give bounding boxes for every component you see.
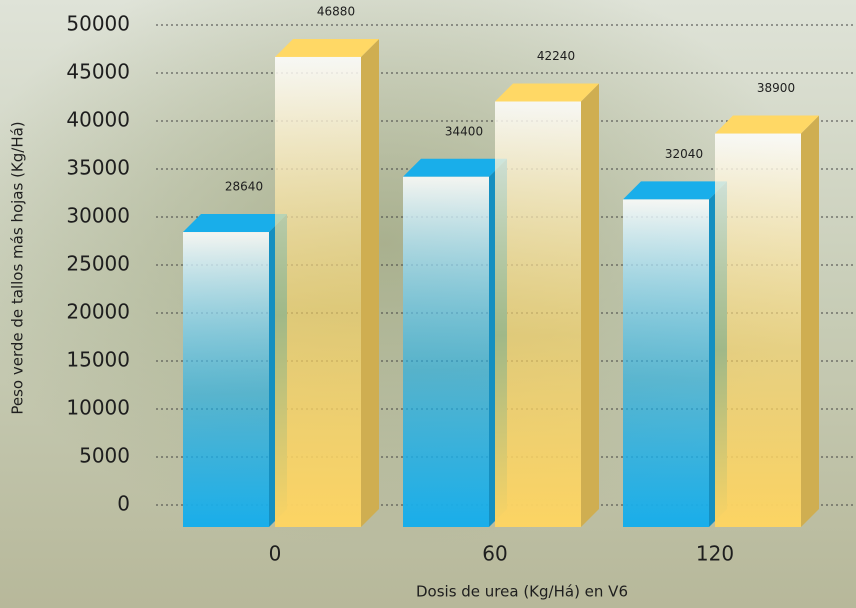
bar-side	[361, 38, 379, 528]
bar-top	[495, 83, 599, 102]
value-label: 34400	[445, 124, 483, 138]
bar	[623, 199, 709, 527]
bar-top	[715, 115, 819, 134]
bar-side	[801, 115, 819, 527]
bar	[183, 232, 269, 527]
y-tick-label: 25000	[66, 252, 130, 276]
y-tick-label: 15000	[66, 348, 130, 372]
y-axis-title: Peso verde de tallos más hojas (Kg/Há)	[9, 121, 27, 414]
bar	[715, 133, 801, 527]
y-tick-label: 10000	[66, 396, 130, 420]
bar	[495, 101, 581, 527]
bar	[275, 56, 361, 528]
x-tick-label: 0	[269, 542, 282, 566]
bar-side	[581, 83, 599, 527]
bar	[403, 176, 489, 527]
y-tick-label: 35000	[66, 156, 130, 180]
bar-top	[623, 181, 727, 200]
y-tick-label: 20000	[66, 300, 130, 324]
x-tick-label: 120	[696, 542, 734, 566]
bar-top	[275, 38, 379, 57]
x-axis-title: Dosis de urea (Kg/Há) en V6	[416, 583, 628, 601]
value-label: 46880	[317, 4, 355, 18]
y-tick-label: 50000	[66, 12, 130, 36]
value-label: 28640	[225, 180, 263, 194]
y-tick-label: 30000	[66, 204, 130, 228]
value-label: 42240	[537, 49, 575, 63]
value-label: 32040	[665, 147, 703, 161]
y-tick-label: 5000	[79, 444, 130, 468]
bar-top	[183, 214, 287, 233]
value-label: 38900	[757, 81, 795, 95]
y-tick-label: 0	[117, 492, 130, 516]
bar-top	[403, 158, 507, 177]
y-tick-label: 40000	[66, 108, 130, 132]
x-tick-label: 60	[482, 542, 507, 566]
y-tick-label: 45000	[66, 60, 130, 84]
